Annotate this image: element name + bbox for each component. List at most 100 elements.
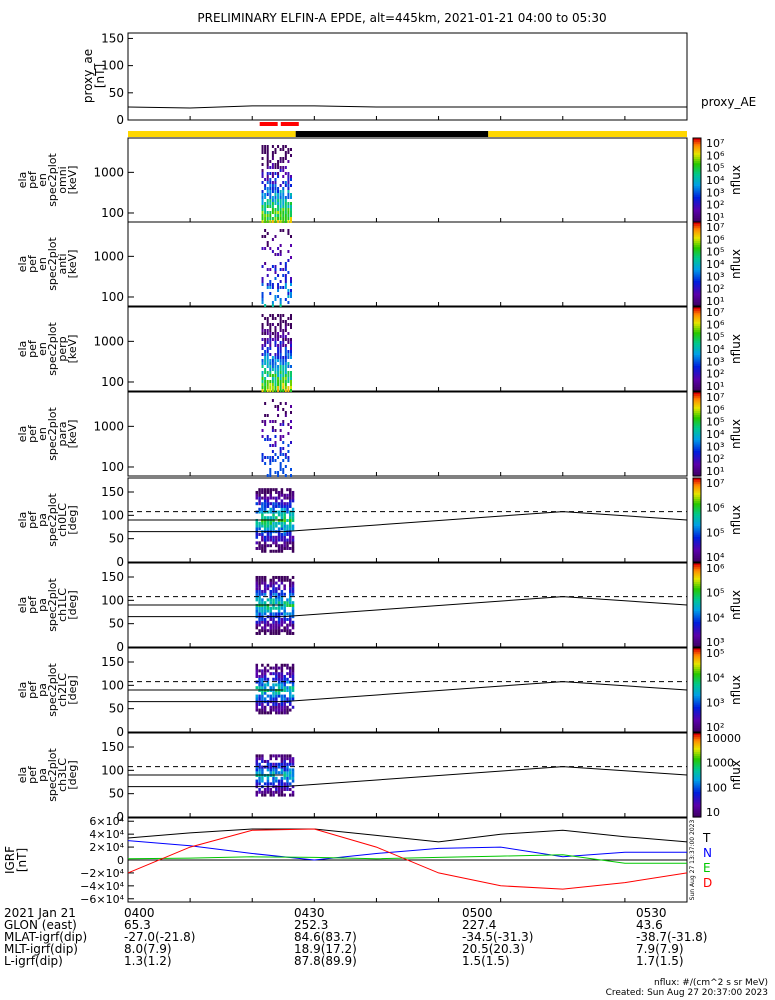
colorbar-segment <box>693 623 701 627</box>
pa-pixel <box>261 575 264 579</box>
spectrogram-pixel <box>269 456 272 459</box>
spectrogram-pixel <box>282 383 285 386</box>
pa-pixel <box>272 768 275 772</box>
pa-pixel <box>277 711 281 715</box>
pa-pixel <box>272 754 275 758</box>
spectrogram-pixel <box>261 298 264 301</box>
spectrogram-pixel <box>279 217 282 220</box>
pa-pixel <box>263 541 267 545</box>
pa-pixel <box>291 688 295 692</box>
pa-pixel <box>272 524 275 528</box>
pa-pixel <box>255 762 259 766</box>
spectrogram-pixel <box>264 247 267 250</box>
pa-pixel <box>291 759 295 763</box>
colorbar-segment <box>693 517 701 521</box>
pa-pixel <box>291 513 295 517</box>
spectrogram-pixel <box>271 377 274 380</box>
colorbar-segment <box>693 142 701 145</box>
colorbar-segment <box>693 640 701 644</box>
pa-pixel <box>291 793 295 797</box>
panel-ylabel-line: ch1LC <box>56 588 69 622</box>
pa-pixel <box>286 754 289 758</box>
pa-pixel <box>266 782 270 786</box>
spectrogram-pixel <box>269 362 272 365</box>
pa-pixel <box>289 674 292 678</box>
colorbar-tick-label: 10³ <box>706 636 724 649</box>
pa-pixel <box>263 677 267 681</box>
spectrogram-pixel <box>282 274 285 277</box>
pa-pixel <box>269 535 272 539</box>
pa-pixel <box>275 612 278 616</box>
spectrogram-pixel <box>271 420 274 423</box>
pa-pixel <box>272 677 275 681</box>
spectrogram-pixel <box>282 380 285 383</box>
spectrogram-pixel <box>264 151 267 154</box>
pa-pixel <box>255 759 259 763</box>
spectrogram-pixel <box>284 365 287 368</box>
spectrogram-pixel <box>274 326 277 329</box>
spectrogram-pixel <box>274 187 277 190</box>
spectrogram-pixel <box>271 383 274 386</box>
pa-pixel <box>266 516 270 520</box>
pa-pixel <box>286 527 289 531</box>
pa-pixel <box>283 702 286 706</box>
spectrogram-pixel <box>264 187 267 190</box>
pa-pixel <box>275 504 278 508</box>
loss-cone-curve <box>283 511 688 533</box>
colorbar-segment <box>693 282 701 286</box>
pa-pixel <box>258 754 261 758</box>
pa-pixel <box>269 609 272 613</box>
pa-pixel <box>291 779 295 783</box>
panel-ylabel-line: perp <box>56 336 69 361</box>
pa-pixel <box>258 581 261 585</box>
pa-pixel <box>258 595 261 599</box>
spectrogram-pixel <box>277 220 280 223</box>
pa-pixel <box>261 754 264 758</box>
science-zone-marker <box>259 122 278 126</box>
spectrogram-pixel <box>264 414 267 417</box>
spectrogram-pixel <box>284 320 287 323</box>
pa-pixel <box>258 631 261 635</box>
spectrogram-pixel <box>279 211 282 214</box>
pa-pixel <box>255 663 259 667</box>
spectrogram-pixel <box>271 444 274 447</box>
spectrogram-pixel <box>269 205 272 208</box>
spectrogram-pixel <box>274 453 277 456</box>
colorbar-frame <box>692 647 702 733</box>
colorbar-segment <box>693 602 701 606</box>
spectrogram-pixel <box>284 353 287 356</box>
colorbar-segment <box>693 524 701 527</box>
colorbar-segment <box>693 457 701 460</box>
spectrogram-pixel <box>271 380 274 383</box>
spectrogram-pixel <box>282 175 285 178</box>
pa-pixel <box>266 504 270 508</box>
pa-pixel <box>269 532 272 536</box>
pa-pixel <box>261 620 264 624</box>
pa-pixel <box>277 620 281 624</box>
pa-pixel <box>258 708 261 712</box>
spectrogram-pixel <box>271 175 274 178</box>
colorbar-tick-label: 10⁶ <box>706 562 725 575</box>
spectrogram-pixel <box>266 232 269 235</box>
spectrogram-pixel <box>261 377 264 380</box>
spectrogram-pixel <box>277 172 280 175</box>
footer-row-label: L-igrf(dip) <box>4 954 63 968</box>
spectrogram-pixel <box>269 353 272 356</box>
igrf-ylabel: IGRF <box>3 846 17 874</box>
pa-pixel <box>291 785 295 789</box>
panel-ylabel-line: en <box>36 427 49 441</box>
colorbar-segment <box>693 257 701 261</box>
igrf-series-E <box>127 854 687 864</box>
pa-pixel <box>258 790 261 794</box>
footer-cell: 0400 <box>124 906 155 920</box>
spectrogram-pixel <box>287 323 290 326</box>
pa-pixel <box>289 589 292 593</box>
colorbar-segment <box>693 228 701 231</box>
spectrogram-pixel <box>264 353 267 356</box>
pa-pixel <box>291 615 295 619</box>
spectrogram-pixel <box>284 356 287 359</box>
colorbar-segment <box>693 511 701 515</box>
spectrogram-pixel <box>271 301 274 304</box>
pa-pixel <box>283 782 286 786</box>
spectrogram-pixel <box>277 211 280 214</box>
